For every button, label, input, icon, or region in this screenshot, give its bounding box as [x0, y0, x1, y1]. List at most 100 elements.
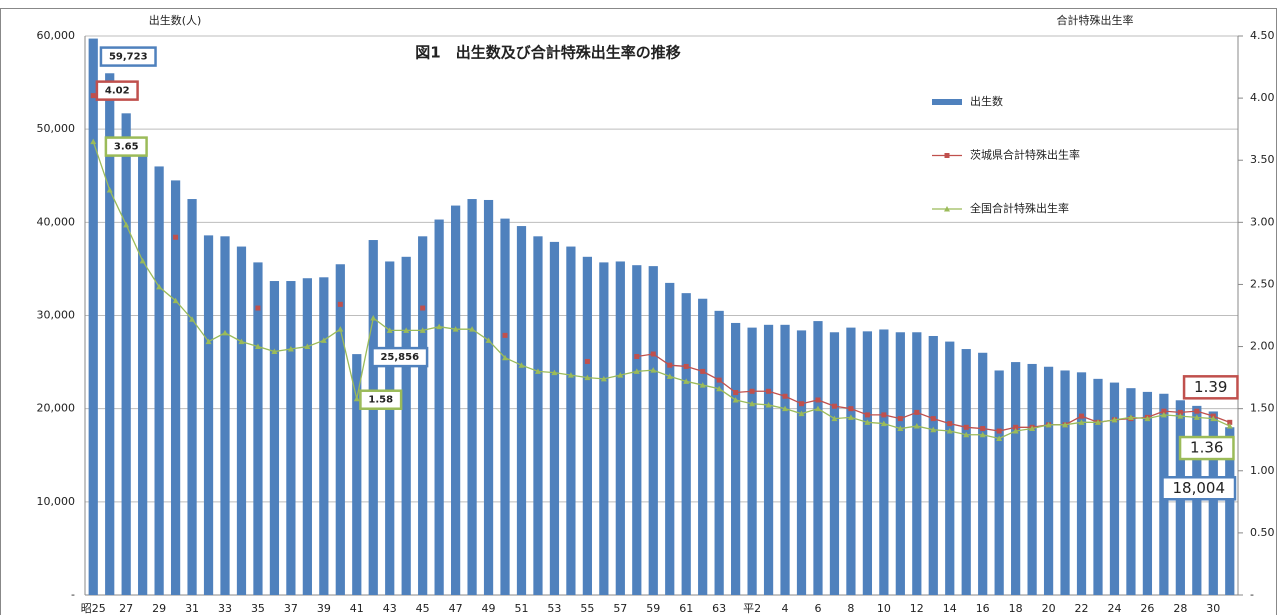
point — [304, 343, 311, 350]
x-tick-label: 24 — [1107, 602, 1121, 615]
point — [881, 412, 887, 418]
data-label-text: 1.39 — [1194, 378, 1227, 396]
point — [1045, 421, 1052, 428]
data-label-text: 59,723 — [109, 52, 148, 63]
point — [864, 419, 871, 425]
x-tick-label: 10 — [877, 602, 891, 615]
y2-tick-label: 2.50 — [1250, 277, 1275, 290]
bar — [335, 264, 345, 595]
point — [420, 305, 426, 311]
point — [271, 348, 278, 355]
bar — [698, 298, 708, 595]
point — [667, 362, 673, 368]
x-tick-label: 59 — [646, 602, 660, 615]
bar — [352, 354, 362, 595]
bar — [1142, 391, 1153, 595]
bar — [138, 147, 148, 596]
legend-marker — [944, 153, 950, 158]
point — [946, 428, 953, 434]
bar — [1126, 388, 1136, 595]
y2-tick-label: 0.50 — [1250, 526, 1275, 539]
bar — [681, 293, 691, 595]
bar — [1208, 411, 1218, 595]
point — [1193, 414, 1200, 420]
legend-swatch — [932, 99, 962, 105]
x-tick-label: 8 — [847, 602, 854, 615]
point — [1160, 411, 1167, 418]
label-box — [104, 136, 148, 157]
point — [1227, 419, 1233, 425]
point — [897, 425, 904, 432]
bar — [763, 324, 774, 595]
point — [897, 416, 903, 422]
point — [337, 326, 344, 332]
bar — [813, 321, 823, 595]
bar — [1076, 372, 1087, 595]
bar — [665, 282, 675, 595]
point — [370, 314, 377, 321]
bar — [566, 246, 576, 595]
bar — [88, 38, 98, 596]
bar — [170, 180, 181, 596]
point — [386, 327, 393, 333]
point — [666, 373, 673, 379]
y2-tick-label: 4.00 — [1250, 91, 1275, 104]
y-tick-label: 40,000 — [37, 215, 76, 228]
bar — [450, 205, 461, 595]
data-label: 18,004 — [1161, 476, 1237, 501]
chart-title: 図1 出生数及び合計特殊出生率の推移 — [415, 44, 680, 62]
bar — [912, 332, 922, 595]
bar — [385, 261, 395, 595]
y-tick-label: 30,000 — [37, 309, 76, 322]
point — [139, 257, 146, 264]
point — [716, 377, 722, 383]
bar — [1027, 363, 1037, 595]
bar — [862, 331, 873, 595]
data-label: 1.36 — [1178, 435, 1235, 461]
y2-tick-label: 3.00 — [1250, 215, 1275, 228]
data-label: 4.02 — [95, 80, 139, 101]
y-tick-label: 60,000 — [37, 29, 76, 42]
x-tick-label: 30 — [1206, 602, 1220, 615]
point — [123, 221, 130, 228]
point — [534, 368, 541, 374]
y2-tick-label: 4.50 — [1250, 29, 1275, 42]
point — [173, 234, 179, 240]
bar — [648, 266, 658, 595]
y-axis-title: 出生数(人) — [149, 13, 202, 27]
point — [914, 409, 920, 415]
y2-tick-label: 3.50 — [1250, 153, 1275, 166]
point — [1177, 409, 1183, 415]
y2-tick-label: - — [1250, 588, 1254, 601]
point — [1029, 425, 1036, 432]
x-tick-label: 22 — [1075, 602, 1089, 615]
bar — [978, 352, 988, 595]
bar — [203, 235, 214, 596]
label-box — [359, 389, 403, 410]
y-tick-label: 10,000 — [37, 495, 76, 508]
point — [831, 403, 837, 409]
bar — [714, 310, 724, 595]
point — [567, 372, 574, 378]
point — [1111, 416, 1118, 423]
data-label-text: 3.65 — [114, 142, 139, 153]
x-tick-label: 53 — [547, 602, 561, 615]
y2-tick-label: 2.00 — [1250, 340, 1275, 353]
bar — [418, 236, 428, 595]
point — [584, 358, 590, 364]
point — [782, 405, 789, 412]
point — [1094, 419, 1101, 425]
x-tick-label: 55 — [580, 602, 594, 615]
point — [106, 187, 113, 193]
bar — [994, 370, 1004, 595]
bar — [269, 281, 280, 595]
y2-tick-label: 1.00 — [1250, 464, 1275, 477]
point — [255, 305, 261, 311]
label-box — [95, 80, 139, 101]
x-tick-label: 4 — [782, 602, 789, 615]
point — [963, 424, 969, 430]
point — [782, 393, 788, 399]
bar — [253, 262, 263, 595]
x-tick-label: 12 — [910, 602, 924, 615]
data-label-text: 1.36 — [1190, 439, 1223, 457]
